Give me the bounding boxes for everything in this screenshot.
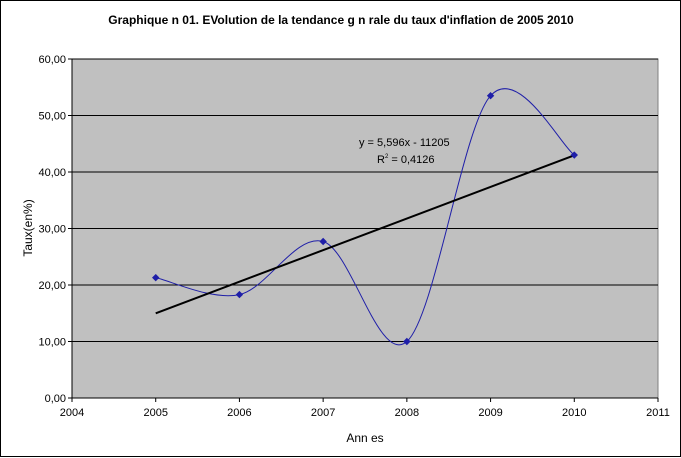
trendline-r2: R2 = 0,4126 bbox=[377, 154, 434, 166]
data-point bbox=[570, 151, 578, 159]
y-tick-label: 40,00 bbox=[38, 167, 66, 179]
r2-value: = 0,4126 bbox=[388, 154, 434, 166]
y-tick-label: 50,00 bbox=[38, 111, 66, 123]
x-tick-label: 2010 bbox=[562, 407, 586, 419]
x-tick-label: 2009 bbox=[478, 407, 502, 419]
data-point bbox=[486, 92, 495, 100]
x-tick-label: 2004 bbox=[60, 407, 84, 419]
data-markers bbox=[152, 92, 578, 346]
x-tick-label: 2011 bbox=[646, 407, 670, 419]
gridlines bbox=[72, 58, 658, 342]
y-tick-label: 30,00 bbox=[38, 224, 66, 236]
trendline bbox=[155, 154, 575, 315]
data-point bbox=[235, 290, 244, 299]
trendline-equation: y = 5,596x - 11205 bbox=[359, 137, 450, 149]
data-point bbox=[152, 273, 160, 282]
x-tick-label: 2005 bbox=[143, 407, 167, 419]
y-axis-title: Taux(en%) bbox=[21, 199, 35, 256]
x-axis-title: Ann es bbox=[346, 431, 383, 445]
data-point bbox=[319, 237, 327, 246]
data-point bbox=[403, 337, 411, 346]
r2-prefix: R bbox=[377, 154, 385, 166]
y-tick-label: 60,00 bbox=[38, 54, 66, 66]
x-tick-labels: 2004 2005 2006 2007 2008 2009 2010 2011 bbox=[60, 398, 670, 419]
chart-title: Graphique n 01. EVolution de la tendance… bbox=[108, 13, 574, 27]
y-tick-labels: 0,00 10,00 20,00 30,00 40,00 50,00 60,00 bbox=[38, 54, 72, 405]
x-tick-label: 2006 bbox=[227, 407, 251, 419]
x-tick-label: 2008 bbox=[395, 407, 419, 419]
x-tick-label: 2007 bbox=[311, 407, 335, 419]
y-tick-label: 20,00 bbox=[38, 280, 66, 292]
r2-exponent: 2 bbox=[385, 154, 389, 160]
y-tick-label: 0,00 bbox=[45, 393, 66, 405]
y-tick-label: 10,00 bbox=[38, 337, 66, 349]
